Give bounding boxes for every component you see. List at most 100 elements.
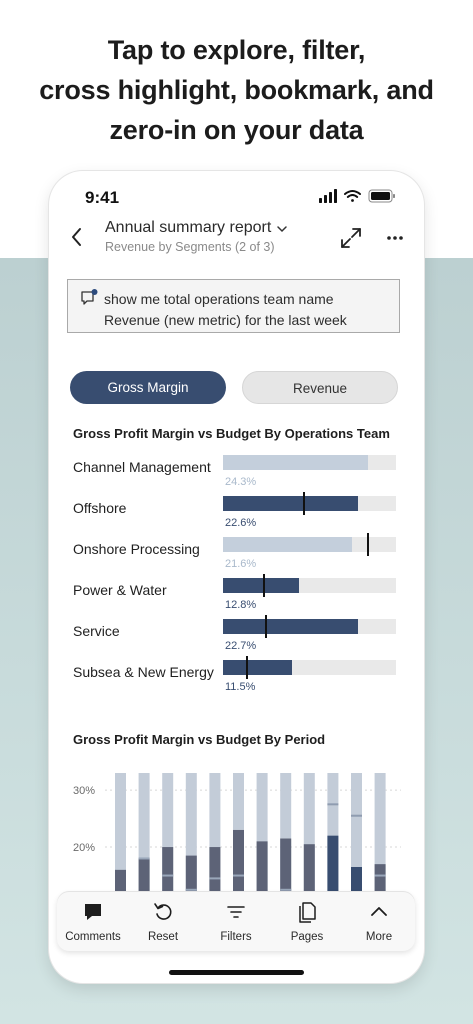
bullet-track	[223, 615, 396, 638]
column-target-marker	[351, 814, 362, 817]
y-tick-label: 20%	[73, 842, 95, 854]
bullet-category-label: Onshore Processing	[73, 541, 200, 557]
column-background-bar	[351, 773, 362, 911]
chevron-up-icon	[371, 907, 387, 916]
qa-visual[interactable]: show me total operations team name Reven…	[67, 279, 400, 333]
chart-title-operations: Gross Profit Margin vs Budget By Operati…	[73, 426, 390, 441]
bullet-bar[interactable]	[223, 537, 352, 552]
column-target-marker	[280, 888, 292, 891]
column-value-bar	[138, 858, 150, 911]
tab-label: Reset	[147, 931, 179, 943]
bullet-value-label: 12.8%	[225, 599, 257, 611]
phone-frame: 9:41 Annual summary report	[49, 171, 424, 983]
bullet-row[interactable]: Subsea & New Energy 11.5%	[49, 656, 424, 697]
headline-line-3: zero-in on your data	[109, 115, 364, 145]
chart-title-period: Gross Profit Margin vs Budget By Period	[73, 732, 326, 747]
bullet-target-marker	[366, 533, 369, 556]
bullet-category-label: Service	[73, 623, 120, 639]
column-background-bar	[138, 773, 150, 911]
bullet-value-label: 21.6%	[225, 558, 257, 570]
bullet-value-label: 11.5%	[225, 681, 256, 693]
bullet-row[interactable]: Channel Management 24.3%	[49, 451, 424, 492]
report-title[interactable]: Annual summary report	[105, 219, 272, 236]
bullet-value-label: 24.3%	[225, 476, 257, 488]
bottom-tab-bar: Comments Reset Filters Pages More	[57, 892, 415, 951]
column-value-bar	[280, 838, 292, 911]
column-background-bar	[209, 773, 221, 911]
bullet-row[interactable]: Power & Water 12.8%	[49, 574, 424, 615]
bullet-bar[interactable]	[223, 660, 292, 675]
bullet-category-label: Channel Management	[73, 459, 211, 475]
qa-line-2: Revenue (new metric) for the last week	[104, 312, 347, 328]
marketing-headline: Tap to explore, filter, cross highlight,…	[0, 30, 473, 150]
tab-pages[interactable]: Pages	[277, 892, 337, 951]
bullet-track	[223, 533, 396, 556]
bullet-category-label: Power & Water	[73, 582, 167, 598]
column-value-bar	[303, 844, 315, 911]
column-value-bar	[162, 847, 174, 911]
column-value-bar	[374, 864, 386, 911]
battery-icon	[368, 189, 395, 203]
tab-more[interactable]: More	[349, 892, 409, 951]
bullet-track	[223, 492, 396, 515]
column-background-bar	[162, 773, 174, 911]
headline-line-2: cross highlight, bookmark, and	[39, 75, 434, 105]
column-target-marker	[327, 803, 339, 806]
column-background-bar	[303, 773, 315, 911]
bullet-bar[interactable]	[223, 496, 358, 511]
filter-icon	[227, 906, 245, 918]
headline-line-1: Tap to explore, filter,	[107, 35, 366, 65]
pages-icon	[299, 902, 316, 923]
column-value-bar	[185, 855, 197, 911]
bullet-row[interactable]: Offshore 22.6%	[49, 492, 424, 533]
column-value-bar	[233, 829, 244, 911]
bullet-track	[223, 455, 396, 470]
tab-label: More	[365, 931, 393, 943]
more-icon[interactable]	[386, 235, 404, 241]
bullet-category-label: Offshore	[73, 500, 127, 516]
tab-filters[interactable]: Filters	[206, 892, 266, 951]
bullet-row[interactable]: Onshore Processing 21.6%	[49, 533, 424, 574]
bullet-value-label: 22.6%	[225, 517, 257, 529]
column-target-marker	[209, 877, 221, 880]
home-indicator	[169, 970, 304, 975]
column-target-marker	[162, 874, 174, 877]
report-subtitle: Revenue by Segments (2 of 3)	[105, 240, 275, 254]
bullet-track	[223, 574, 396, 597]
column-background-bar	[374, 773, 386, 911]
column-background-bar	[115, 773, 126, 911]
column-background-bar	[185, 773, 197, 911]
column-target-marker	[185, 888, 197, 891]
column-target-marker	[138, 857, 150, 860]
status-bar: 9:41	[49, 171, 424, 221]
bullet-bar[interactable]	[223, 619, 359, 634]
tab-label: Pages	[290, 931, 324, 943]
qa-query-text: show me total operations team name Reven…	[104, 289, 347, 331]
expand-icon[interactable]	[340, 227, 362, 249]
gross-margin-button[interactable]: Gross Margin	[70, 371, 226, 404]
status-time: 9:41	[85, 188, 120, 207]
qa-line-1: show me total operations team name	[104, 291, 334, 307]
qa-chat-icon	[81, 289, 98, 305]
column-chart: 30%20%10%	[73, 773, 401, 911]
y-tick-label: 30%	[73, 785, 95, 797]
bullet-target-marker	[264, 615, 267, 638]
column-target-marker	[233, 874, 244, 877]
report-header: Annual summary report Revenue by Segment…	[49, 213, 424, 261]
bullet-target-marker	[302, 492, 305, 515]
tab-label: Filters	[220, 931, 252, 943]
tab-comments[interactable]: Comments	[63, 892, 123, 951]
bullet-chart: Channel Management 24.3% Offshore 22.6% Onsh…	[49, 451, 424, 701]
chevron-left-icon[interactable]	[67, 225, 87, 249]
comment-icon	[85, 904, 101, 920]
tab-reset[interactable]: Reset	[133, 892, 193, 951]
bullet-bar[interactable]	[223, 578, 300, 593]
revenue-button[interactable]: Revenue	[242, 371, 398, 404]
column-value-bar	[115, 869, 126, 911]
bullet-row[interactable]: Service 22.7%	[49, 615, 424, 656]
bullet-bar[interactable]	[223, 455, 368, 470]
bullet-target-marker	[262, 574, 265, 597]
chevron-down-icon[interactable]	[276, 225, 288, 233]
bullet-category-label: Subsea & New Energy	[73, 664, 214, 680]
tab-label: Comments	[65, 931, 121, 943]
